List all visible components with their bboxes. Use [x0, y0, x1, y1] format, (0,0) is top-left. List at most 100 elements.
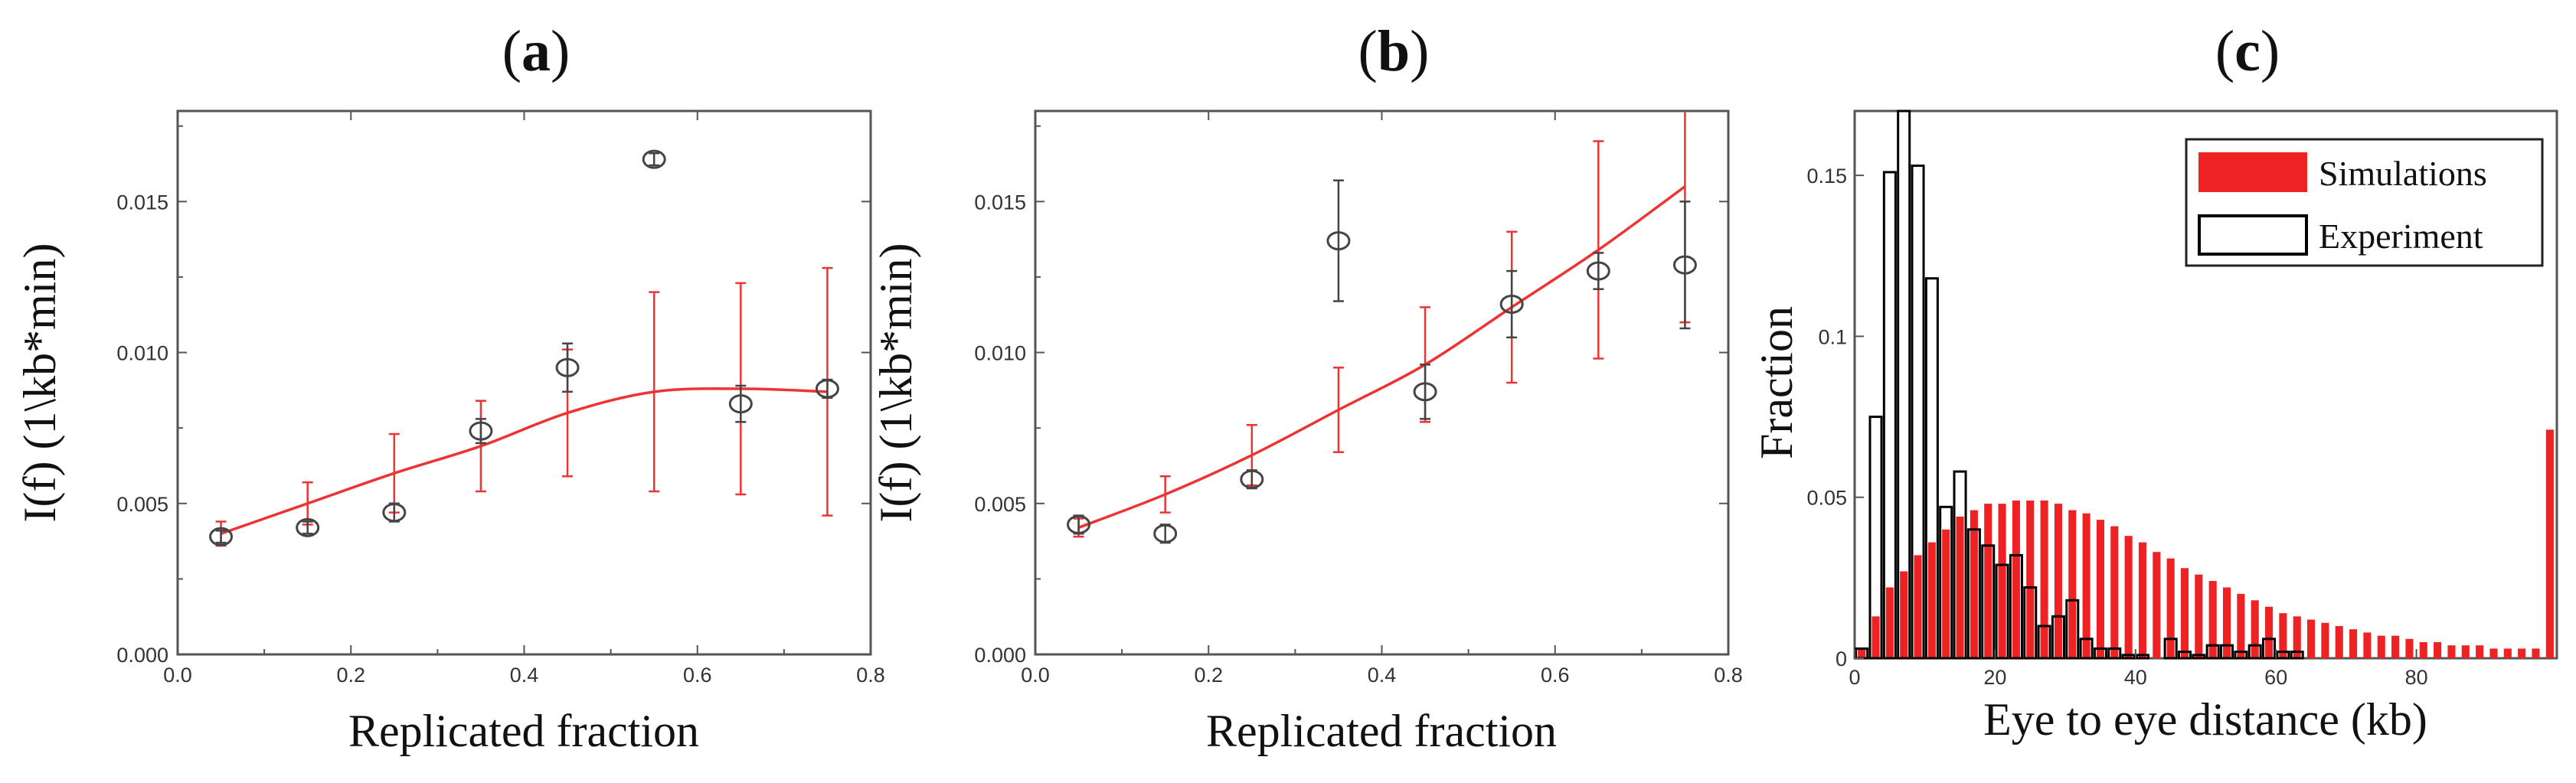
experiment-bar: [1911, 165, 1925, 660]
simulation-bar: [2335, 625, 2343, 658]
simulation-bar: [1956, 516, 1964, 658]
legend-swatch-simulations: [2198, 152, 2307, 192]
experiment-bar: [2234, 651, 2248, 660]
y-tick-label: 0.015: [116, 191, 168, 214]
simulation-bar: [1872, 616, 1880, 658]
x-tick-label: 0.6: [1541, 664, 1570, 687]
experiment-bar: [2107, 647, 2122, 660]
experiment-point: [469, 421, 493, 441]
experiment-point: [1240, 469, 1264, 489]
legend: Simulations Experiment: [2185, 138, 2544, 267]
experiment-point: [555, 357, 580, 377]
experiment-bar: [2247, 644, 2262, 660]
experiment-bar: [1939, 505, 1953, 660]
panel-a-y-axis-title: I(f) (1\kb*min): [15, 243, 65, 523]
simulation-bar: [2532, 648, 2540, 658]
simulation-bar: [2363, 632, 2372, 658]
experiment-point: [1067, 514, 1091, 534]
experiment-point: [1153, 524, 1178, 543]
x-tick-label: 0.6: [683, 664, 712, 687]
x-tick-label: 0.0: [163, 664, 192, 687]
y-tick-label: 0.1: [1818, 325, 1847, 348]
experiment-bar: [2079, 638, 2094, 660]
x-tick-label: 0.8: [856, 664, 885, 687]
simulation-bar: [2054, 504, 2062, 658]
simulation-bar: [2293, 616, 2301, 658]
panel-c-y-axis-title: Fraction: [1751, 306, 1802, 459]
simulation-bar: [1998, 504, 2006, 658]
simulation-bar: [2489, 648, 2498, 658]
experiment-bar: [2177, 651, 2192, 660]
experiment-bar: [2262, 638, 2277, 660]
simulation-bar: [2476, 645, 2484, 658]
simulation-bar: [2096, 520, 2104, 658]
x-tick-label: 0.0: [1021, 664, 1050, 687]
simulation-bar: [2377, 635, 2385, 658]
simulation-bar: [2434, 641, 2442, 658]
simulation-bar: [2026, 500, 2035, 658]
simulation-bar: [1942, 529, 1950, 658]
x-tick-label: 60: [2264, 666, 2287, 689]
panel-c-plot: 0 20 40 60 80 0 0.05 0.1 0.15 Eye to eye distan…: [1751, 109, 2558, 745]
simulation-bar: [2321, 622, 2329, 658]
x-tick-label: 0.4: [510, 664, 539, 687]
experiment-bar: [2009, 553, 2023, 660]
y-tick-label: 0.015: [974, 191, 1026, 214]
y-tick-label: 0.15: [1806, 165, 1847, 188]
experiment-bar: [2065, 599, 2080, 660]
experiment-bar: [2121, 654, 2136, 660]
experiment-bar: [1981, 544, 1996, 660]
experiment-bar: [2135, 654, 2149, 660]
simulation-bar: [2518, 648, 2526, 658]
panel-b-label: (b): [1358, 19, 1430, 83]
x-tick-label: 0.8: [1714, 664, 1743, 687]
experiment-point: [1672, 255, 1697, 275]
experiment-bar: [2290, 651, 2304, 660]
experiment-point: [1586, 261, 1610, 281]
simulation-bar: [2040, 500, 2048, 658]
experiment-bar: [2037, 625, 2051, 660]
panel-a-label: (a): [502, 19, 570, 83]
experiment-bar: [1882, 171, 1897, 660]
simulation-bar: [2307, 619, 2316, 658]
panel-b-y-axis-title: I(f) (1\kb*min): [871, 243, 921, 523]
simulation-bar: [2545, 429, 2554, 658]
simulation-bar: [2222, 587, 2231, 658]
simulation-bar: [2124, 536, 2133, 658]
experiment-bar: [2205, 644, 2220, 660]
y-tick-label: 0.000: [974, 644, 1026, 667]
simulation-bar: [2208, 581, 2217, 658]
simulation-bar: [2447, 645, 2456, 658]
x-tick-label: 0.2: [336, 664, 365, 687]
y-tick-label: 0.000: [116, 644, 168, 667]
simulation-bar: [1914, 555, 1922, 658]
experiment-bar: [2051, 615, 2065, 660]
x-tick-label: 0.4: [1368, 664, 1397, 687]
experiment-bar: [2219, 644, 2234, 660]
experiment-point: [209, 527, 234, 546]
y-tick-label: 0.05: [1806, 487, 1847, 510]
experiment-bar: [2192, 654, 2206, 660]
legend-swatch-experiment: [2198, 214, 2308, 256]
y-tick-label: 0.010: [116, 342, 168, 365]
simulation-bar: [2166, 558, 2175, 658]
simulation-bar: [2138, 542, 2147, 658]
x-tick-label: 80: [2405, 666, 2428, 689]
panel-a-plot: 0.0 0.2 0.4 0.6 0.8 0.000 0.005 0.010 0.015 Rep…: [15, 109, 885, 756]
experiment-bar: [1924, 277, 1939, 660]
experiment-bar: [2163, 638, 2178, 660]
simulation-bar: [2180, 568, 2189, 658]
simulation-bar: [1927, 542, 1936, 658]
simulation-bar: [2391, 635, 2400, 658]
x-tick-label: 40: [2124, 666, 2147, 689]
x-tick-label: 0: [1849, 666, 1860, 689]
simulation-bar: [2349, 629, 2358, 658]
panel-b-x-axis-title: Replicated fraction: [1206, 706, 1557, 756]
simulation-bar: [2012, 500, 2020, 658]
simulation-bar: [2082, 513, 2091, 658]
legend-label-experiment: Experiment: [2319, 217, 2483, 256]
simulation-bar: [2153, 552, 2161, 658]
simulation-bar: [2264, 606, 2274, 658]
y-tick-label: 0.005: [116, 493, 168, 516]
